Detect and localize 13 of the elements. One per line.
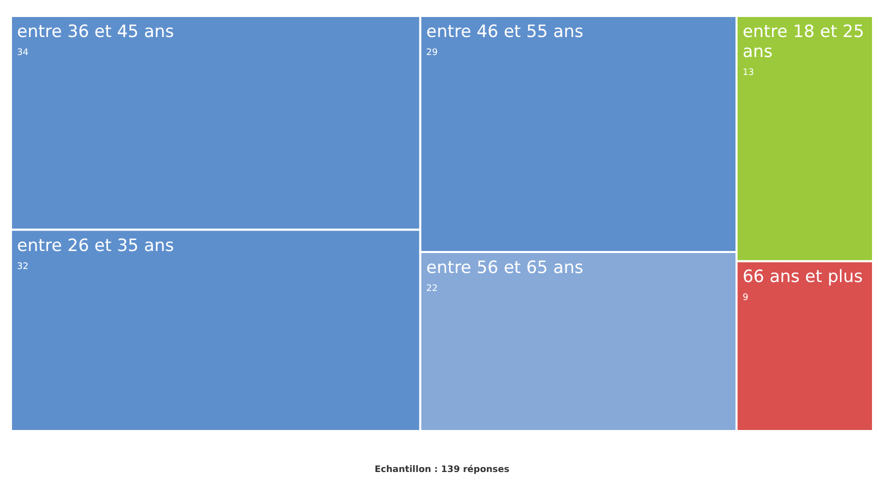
category-label: entre 56 et 65 ans <box>426 258 584 278</box>
data-label: 9 <box>742 293 749 304</box>
data-label: 13 <box>742 68 754 78</box>
data-label: 34 <box>17 48 29 58</box>
category-label: entre 18 et 25 ans <box>742 22 864 62</box>
category-label: entre 46 et 55 ans <box>426 22 584 42</box>
category-label: 66 ans et plus <box>742 267 863 288</box>
data-label: 22 <box>426 284 438 294</box>
text: Echantillon : 139 réponses <box>374 464 510 475</box>
category-label: entre 26 et 35 ans <box>17 236 174 256</box>
data-label: 29 <box>426 48 438 58</box>
category-label: entre 36 et 45 ans <box>17 22 174 42</box>
data-label: 32 <box>17 262 28 272</box>
